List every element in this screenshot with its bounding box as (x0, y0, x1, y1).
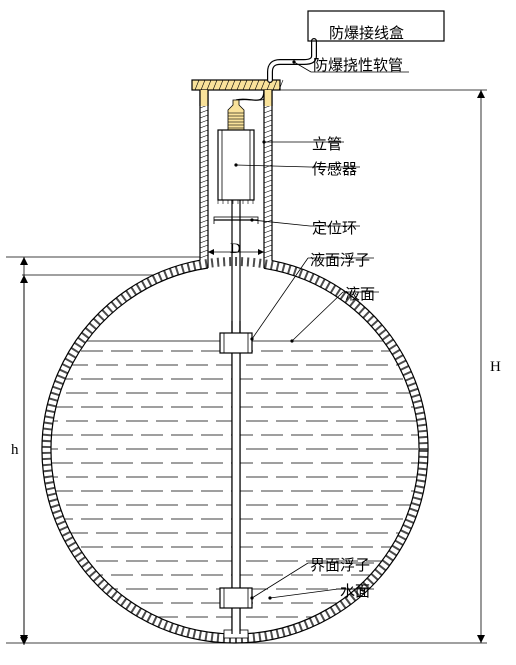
label-water-surface: 水面 (340, 580, 370, 601)
label-junction-box: 防爆接线盒 (329, 22, 404, 43)
label-ring: 定位环 (312, 217, 357, 238)
label-interface-float: 界面浮子 (310, 554, 370, 575)
dim-label-h: h (11, 442, 19, 459)
dim-label-D: D (230, 241, 241, 258)
label-liquid-float: 液面浮子 (310, 249, 370, 270)
sensor-plug (228, 100, 244, 130)
liquid-float (220, 333, 252, 353)
interface-float (220, 588, 252, 608)
label-standpipe: 立管 (312, 133, 342, 154)
label-sensor: 传感器 (312, 158, 357, 179)
cap (192, 80, 280, 90)
label-liquid-surface: 液面 (345, 283, 375, 304)
label-flexible-conduit: 防爆挠性软管 (313, 54, 403, 75)
dim-label-H: H (490, 359, 501, 376)
